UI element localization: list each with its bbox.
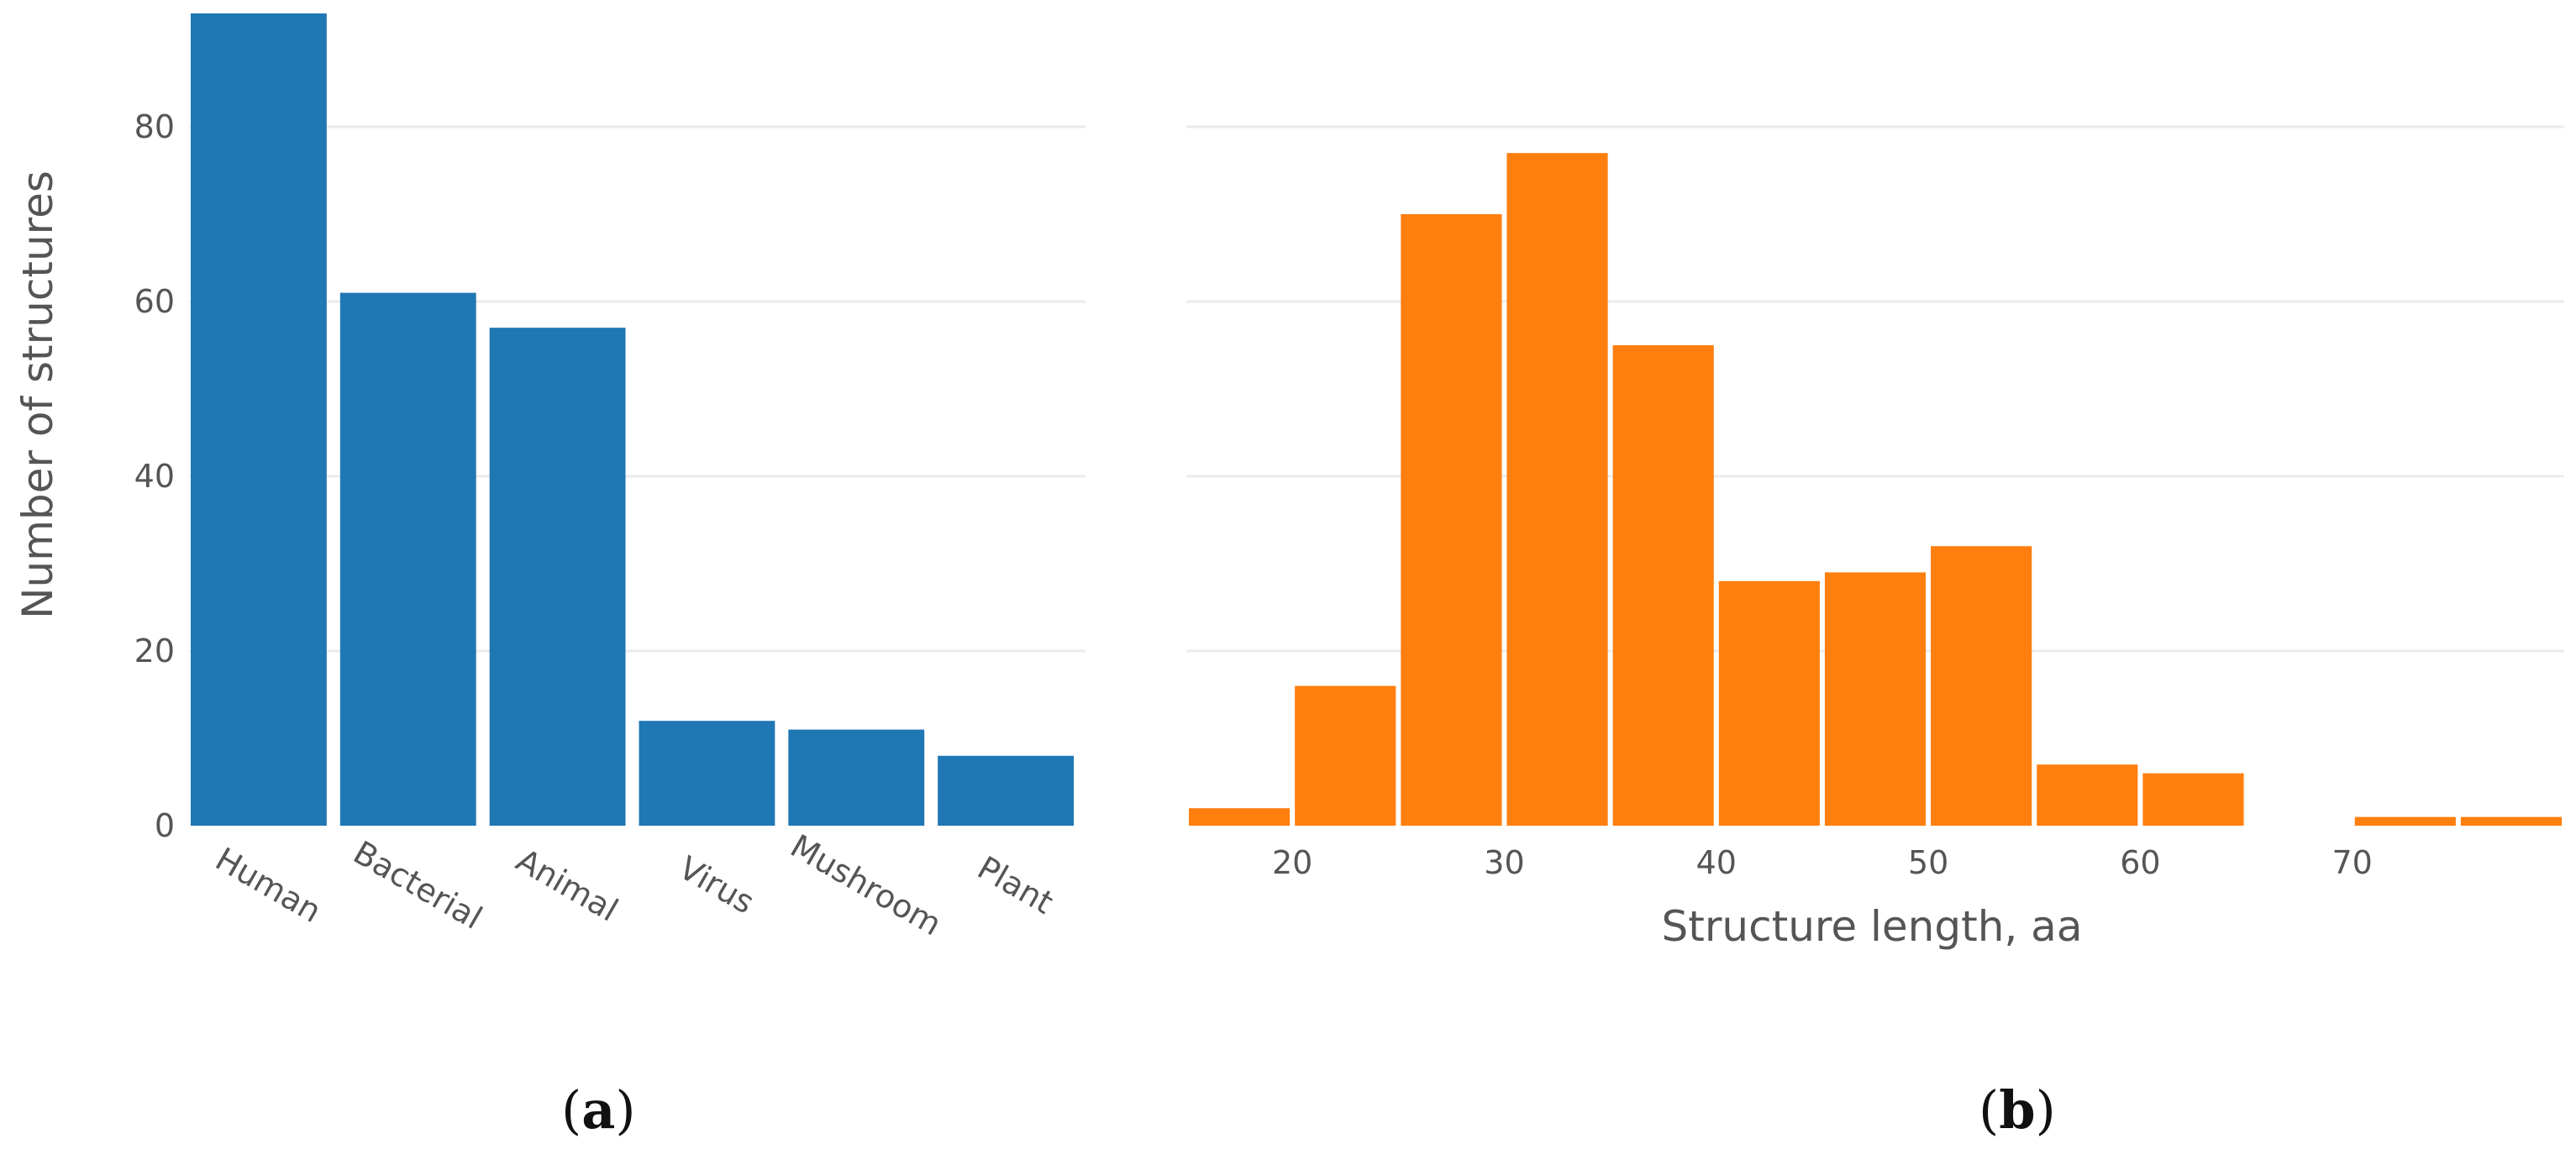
x-tick-label: Bacterial	[347, 834, 488, 937]
x-tick-label: Plant	[971, 849, 1059, 921]
caption-letter: b	[1999, 1079, 2036, 1141]
x-tick-label: Virus	[673, 849, 760, 921]
x-tick-label: Mushroom	[785, 827, 948, 943]
x-tick-label: 40	[1696, 844, 1737, 881]
panel-a-bar-chart: 0 20 40 60 80 Human Bacterial Animal Virus Mushr…	[13, 13, 1086, 943]
bar	[191, 13, 327, 826]
caption-close-paren: )	[615, 1079, 636, 1141]
panel-a-y-ticks: 0 20 40 60 80	[134, 108, 175, 844]
histogram-bar	[1401, 214, 1502, 826]
histogram-bar	[1931, 546, 2032, 826]
histogram-bar	[2037, 764, 2138, 826]
x-tick-label: 70	[2332, 844, 2373, 881]
panel-a-gridlines	[189, 125, 1086, 653]
histogram-bar	[1718, 580, 1820, 826]
y-tick-label: 20	[134, 632, 175, 669]
histogram-bar	[2354, 816, 2456, 826]
y-tick-label: 40	[134, 458, 175, 495]
x-tick-label: Animal	[510, 842, 624, 929]
panel-b-histogram: 20 30 40 50 60 70 Structure length, aa	[1186, 125, 2564, 951]
caption-open-paren: (	[1979, 1079, 2000, 1141]
x-tick-label: 20	[1272, 844, 1312, 881]
bar	[938, 755, 1074, 826]
y-tick-label: 0	[155, 807, 175, 844]
panel-b-bars	[1189, 153, 2562, 826]
panel-a-y-axis-title: Number of structures	[13, 171, 62, 619]
bar	[639, 721, 775, 826]
panel-b-x-ticks: 20 30 40 50 60 70	[1272, 844, 2373, 881]
y-tick-label: 80	[134, 108, 175, 145]
histogram-bar	[1506, 153, 1608, 826]
x-tick-label: Human	[209, 840, 328, 930]
histogram-bar	[2460, 816, 2562, 826]
panel-a-x-ticks: Human Bacterial Animal Virus Mushroom Plant	[209, 827, 1059, 943]
histogram-bar	[2142, 773, 2244, 826]
x-tick-label: 60	[2120, 844, 2160, 881]
histogram-bar	[1824, 572, 1927, 826]
panel-a-caption: (a)	[561, 1079, 636, 1141]
bar	[339, 292, 476, 827]
histogram-bar	[1612, 345, 1714, 826]
caption-letter: a	[581, 1079, 616, 1141]
caption-open-paren: (	[561, 1079, 582, 1141]
bar	[489, 328, 626, 826]
y-tick-label: 60	[134, 283, 175, 320]
panel-b-caption: (b)	[1979, 1079, 2056, 1141]
histogram-bar	[1295, 685, 1396, 826]
panel-b-x-axis-title: Structure length, aa	[1662, 902, 2083, 951]
caption-close-paren: )	[2035, 1079, 2056, 1141]
histogram-bar	[1189, 808, 1291, 826]
x-tick-label: 30	[1484, 844, 1524, 881]
x-tick-label: 50	[1908, 844, 1948, 881]
bar	[788, 729, 925, 826]
panel-a-bars	[191, 13, 1074, 827]
